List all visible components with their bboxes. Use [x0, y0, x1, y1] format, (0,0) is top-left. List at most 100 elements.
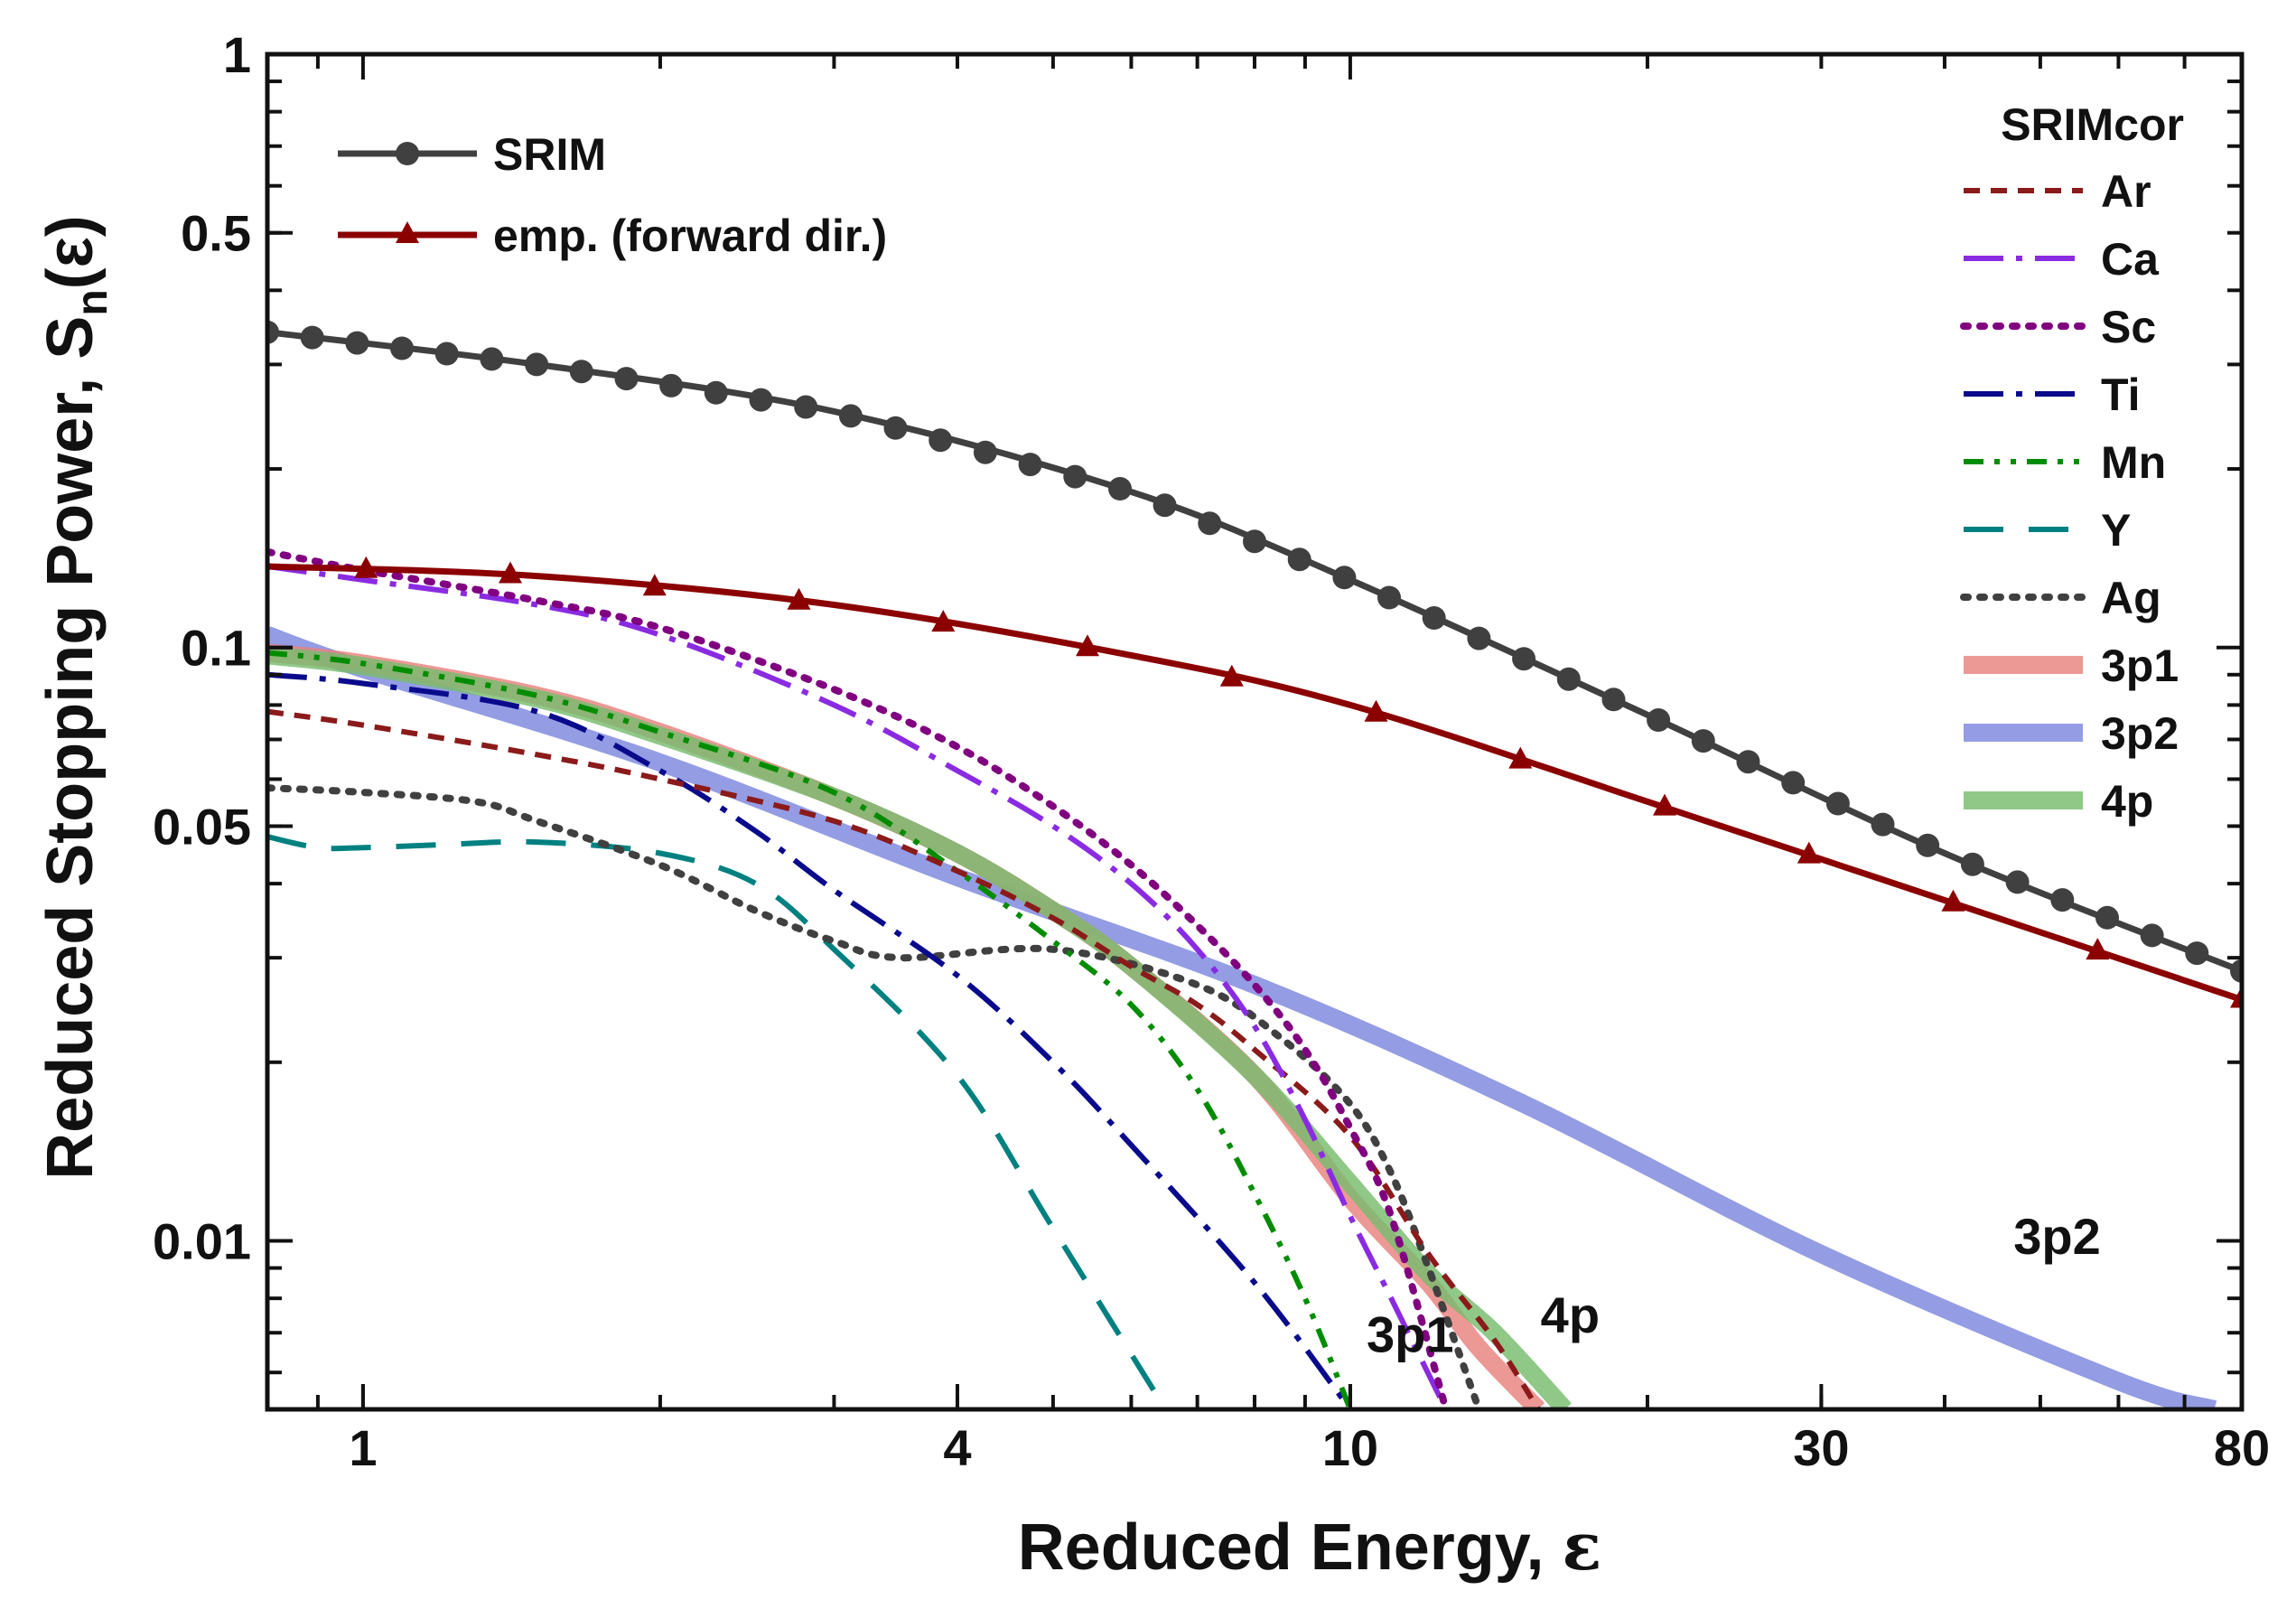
srim-dot-marker [1332, 566, 1357, 590]
srim-dot-marker [2140, 923, 2164, 948]
emp-triangle-marker [1797, 841, 1821, 864]
series-sc-line [267, 547, 1450, 1409]
srim-dot-marker [1467, 626, 1491, 650]
srim-dot-marker [2095, 905, 2119, 930]
emp-triangle-marker [1076, 634, 1099, 657]
srim-dot-marker [1512, 647, 1536, 671]
x-axis-title: Reduced Energy, ε [1018, 1508, 1602, 1585]
srim-dot-marker [345, 331, 369, 355]
x-tick-label: 10 [1322, 1419, 1378, 1476]
y-tick-label: 0.5 [181, 205, 251, 262]
annotation-layer: 3p1 4p 3p2 [1367, 1208, 2101, 1362]
emp-triangle-marker [1364, 699, 1388, 722]
srim-dot-marker [1781, 771, 1806, 795]
srim-dot-marker [1916, 833, 1940, 857]
srim-dot-marker [1198, 511, 1222, 536]
emp-triangle-marker [931, 610, 956, 632]
legend-label-srim: SRIM [493, 129, 606, 180]
srim-dot-marker [1377, 585, 1401, 610]
y-tick-label: 1 [223, 26, 251, 83]
legend-srimcor-title: SRIMcor [2001, 99, 2184, 150]
legend-label-3p2: 3p2 [2101, 708, 2179, 759]
series-srim-line [267, 329, 2242, 975]
emp-triangle-marker [1653, 793, 1676, 816]
series-layer [267, 329, 2242, 1409]
series-3p2-line [267, 626, 2217, 1409]
series-mn-line [267, 650, 1353, 1409]
srim-dot-marker [2185, 941, 2209, 966]
srim-dot-marker [704, 380, 728, 405]
legend-marker-srim [396, 142, 419, 165]
legend-label-emp-forward-dir: emp. (forward dir.) [493, 210, 887, 261]
srim-dot-marker [525, 352, 549, 377]
legend-label-4p: 4p [2101, 776, 2153, 827]
srim-dot-marker [1108, 477, 1132, 500]
srim-dot-marker [390, 336, 414, 360]
x-tick-label: 80 [2214, 1419, 2270, 1476]
srim-dot-marker [794, 395, 818, 419]
annotation-3p2: 3p2 [2013, 1208, 2101, 1265]
srim-dot-marker [659, 373, 684, 398]
srim-dot-marker [2230, 959, 2242, 983]
srim-dot-marker [1063, 464, 1087, 489]
legend-label-ar: Ar [2101, 166, 2151, 217]
axes: 1 4 10 30 80 1 0.5 0.1 0.05 0.01 [153, 26, 2270, 1476]
emp-triangle-marker [787, 587, 811, 610]
legend-label-ti: Ti [2101, 370, 2141, 420]
legend-label-ag: Ag [2101, 573, 2161, 623]
series-y-line [267, 834, 1168, 1409]
x-tick-label: 4 [943, 1419, 971, 1476]
srim-dot-marker [2005, 870, 2030, 894]
legend-label-3p1: 3p1 [2101, 641, 2179, 691]
legend-marker-emp [396, 221, 419, 243]
srim-dot-marker [1243, 529, 1266, 554]
series-emp-forward-dir-line [267, 563, 2242, 1003]
srim-dot-marker [929, 428, 953, 453]
legend-label-y: Y [2101, 505, 2131, 556]
legend: SRIM emp. (forward dir.) SRIMcor Ar Ca Sc Ti Mn… [338, 99, 2184, 827]
srim-dot-marker [2050, 888, 2075, 912]
y-tick-label: 0.05 [153, 798, 251, 855]
srim-dot-marker [614, 367, 639, 391]
x-tick-label: 1 [349, 1419, 377, 1476]
emp-triangle-marker [2086, 938, 2110, 960]
srim-dot-marker [434, 341, 459, 366]
srim-dot-marker [1960, 852, 1984, 876]
srim-dot-marker [267, 320, 279, 344]
y-tick-label: 0.01 [153, 1212, 251, 1269]
series-4p-line [267, 646, 1572, 1409]
srim-dot-marker [749, 388, 773, 412]
legend-label-ca: Ca [2101, 234, 2160, 285]
srim-dot-marker [480, 347, 504, 371]
y-axis-title: Reduced Stopping Power, Sn(ε) [34, 215, 117, 1180]
srim-dot-marker [1422, 606, 1446, 630]
emp-triangle-marker [499, 561, 522, 584]
srim-dot-marker [973, 440, 997, 464]
series-ca-line [267, 564, 1449, 1409]
srim-dot-marker [1736, 750, 1760, 774]
srim-dot-marker [1018, 453, 1042, 477]
srim-dot-marker [1153, 493, 1177, 518]
srim-dot-marker [1287, 547, 1311, 572]
srim-dot-marker [838, 404, 863, 428]
srim-dot-marker [883, 416, 908, 440]
srim-dot-marker [569, 360, 593, 384]
srim-dot-marker [1556, 667, 1581, 691]
emp-triangle-marker [354, 556, 378, 578]
emp-triangle-marker [1508, 746, 1533, 769]
srim-dot-marker [1691, 729, 1715, 753]
emp-triangle-marker [642, 574, 667, 596]
srim-dot-marker [1601, 688, 1626, 712]
srim-dot-marker [1647, 708, 1671, 732]
series-ti-line [267, 671, 1353, 1409]
annotation-3p1: 3p1 [1367, 1305, 1454, 1362]
marker-layer [267, 320, 2242, 1008]
srim-dot-marker [300, 325, 324, 350]
legend-label-mn: Mn [2101, 437, 2166, 488]
annotation-4p: 4p [1541, 1286, 1600, 1343]
series-ar-line [267, 708, 1541, 1409]
emp-triangle-marker [2230, 986, 2242, 1008]
series-ag-line [267, 784, 1483, 1409]
srim-dot-marker [1871, 812, 1895, 837]
